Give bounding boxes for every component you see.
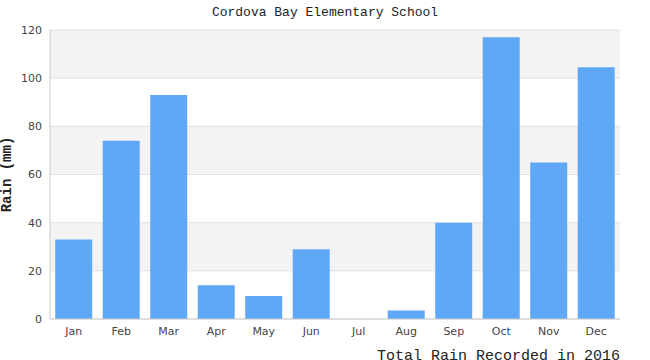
svg-text:0: 0 <box>35 313 42 326</box>
svg-text:Mar: Mar <box>158 325 179 338</box>
svg-text:80: 80 <box>28 120 42 133</box>
svg-text:Oct: Oct <box>492 325 512 338</box>
svg-text:Dec: Dec <box>586 325 607 338</box>
svg-text:Apr: Apr <box>207 325 227 338</box>
svg-text:Aug: Aug <box>396 325 417 338</box>
svg-text:Jan: Jan <box>64 325 82 338</box>
svg-text:May: May <box>252 325 275 338</box>
svg-text:Total Rain Recorded in 2016: Total Rain Recorded in 2016 <box>377 348 620 360</box>
svg-text:Sep: Sep <box>443 325 464 338</box>
svg-text:40: 40 <box>28 217 42 230</box>
svg-text:Nov: Nov <box>538 325 560 338</box>
svg-text:20: 20 <box>28 265 42 278</box>
svg-text:Jun: Jun <box>302 325 320 338</box>
svg-text:Rain (mm): Rain (mm) <box>8 137 15 213</box>
svg-text:Feb: Feb <box>112 325 131 338</box>
html-text:Cordova Bay Elementary School: Cordova Bay Elementary School <box>211 5 439 20</box>
svg-text:100: 100 <box>21 72 42 85</box>
svg-text:Jul: Jul <box>351 325 365 338</box>
svg-text:120: 120 <box>21 24 42 37</box>
svg-text:60: 60 <box>28 168 42 181</box>
